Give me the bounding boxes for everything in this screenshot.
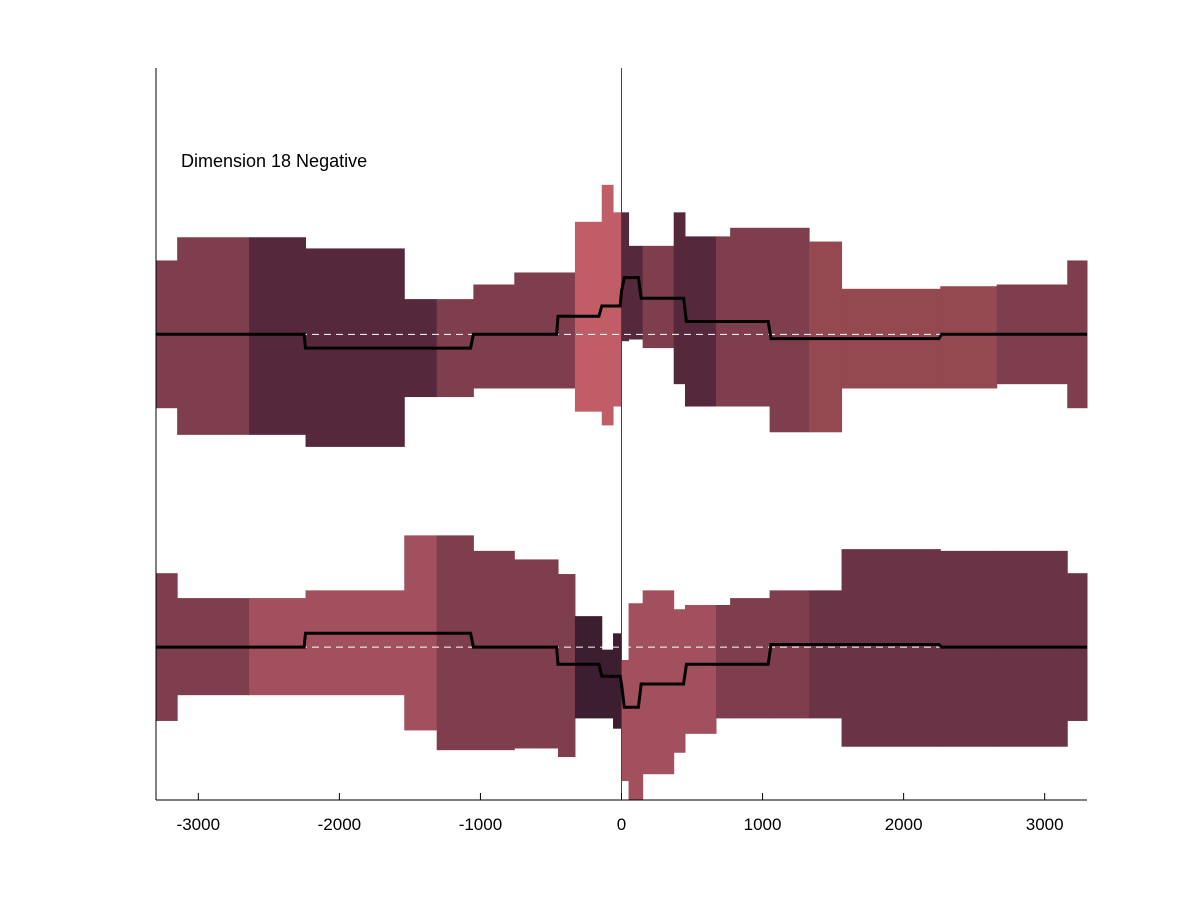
x-tick-label-3: 0 xyxy=(617,815,626,834)
band-top-2 xyxy=(249,237,307,435)
x-tick-label-4: 1000 xyxy=(744,815,782,834)
band-top-7 xyxy=(514,272,559,389)
band-top-1 xyxy=(177,237,250,435)
band-bottom-21 xyxy=(841,549,941,747)
x-tick-label-6: 3000 xyxy=(1026,815,1064,834)
x-tick-label-1: -2000 xyxy=(318,815,361,834)
band-bottom-22 xyxy=(940,550,998,747)
band-bottom-14 xyxy=(642,590,675,775)
medians-layer xyxy=(156,276,1087,709)
x-tick-label-5: 2000 xyxy=(885,815,923,834)
band-bottom-19 xyxy=(769,590,810,719)
band-bottom-5 xyxy=(436,535,474,751)
axes: -3000 -2000 -1000 0 1000 2000 3000 xyxy=(155,68,1087,834)
band-bottom-13 xyxy=(628,603,644,800)
band-bottom-15 xyxy=(673,609,686,753)
band-bottom-6 xyxy=(473,550,515,751)
band-top-18 xyxy=(730,227,771,407)
x-tick-label-0: -3000 xyxy=(177,815,220,834)
band-bottom-17 xyxy=(716,604,731,719)
band-top-11 xyxy=(613,212,622,407)
band-bottom-23 xyxy=(996,550,1068,747)
band-bottom-3 xyxy=(305,590,405,696)
band-bottom-18 xyxy=(730,598,771,719)
band-bottom-9 xyxy=(574,616,603,719)
band-bottom-16 xyxy=(684,604,717,734)
band-bottom-12 xyxy=(621,659,630,782)
median-line-bottom xyxy=(156,631,1087,709)
median-line-top xyxy=(156,276,1087,350)
band-top-22 xyxy=(940,286,998,389)
band-top-19 xyxy=(769,227,810,433)
band-top-20 xyxy=(809,241,843,433)
band-top-8 xyxy=(558,272,576,389)
band-top-6 xyxy=(473,284,515,389)
band-bottom-7 xyxy=(514,559,559,749)
band-bottom-20 xyxy=(809,590,843,719)
band-bottom-10 xyxy=(601,649,614,719)
band-top-13 xyxy=(628,245,644,340)
chart-annotation: Dimension 18 Negative xyxy=(181,151,367,171)
band-bottom-11 xyxy=(613,633,622,729)
x-ticks: -3000 -2000 -1000 0 1000 2000 3000 xyxy=(177,793,1064,834)
x-tick-label-2: -1000 xyxy=(459,815,502,834)
